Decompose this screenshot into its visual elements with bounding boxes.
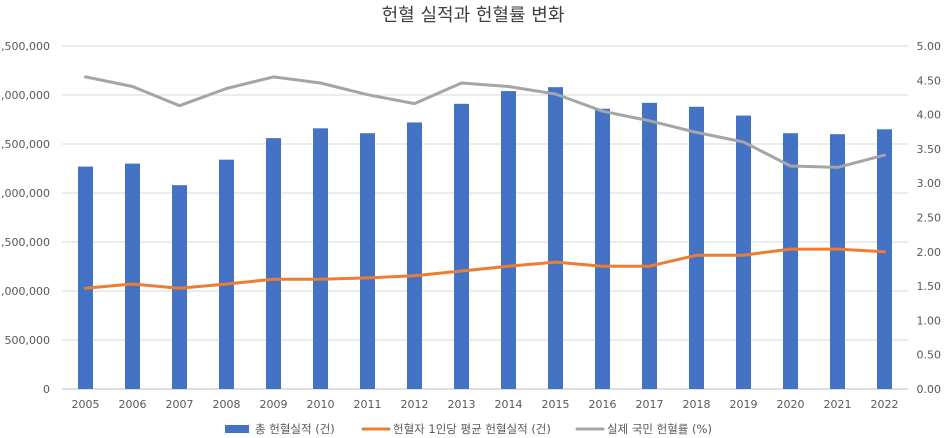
x-tick-label: 2011 — [354, 398, 382, 411]
x-tick-label: 2009 — [260, 398, 288, 411]
x-tick-label: 2013 — [448, 398, 476, 411]
x-tick-label: 2019 — [730, 398, 758, 411]
right-tick-label: 1.50 — [917, 280, 942, 293]
left-tick-label: 2,000,000 — [0, 187, 50, 200]
bar — [360, 133, 375, 389]
bar — [266, 138, 281, 389]
left-tick-label: 500,000 — [5, 334, 51, 347]
bar — [689, 106, 704, 389]
gridlines — [62, 45, 908, 390]
right-axis-ticks: 0.00 0.50 1.00 1.50 2.00 2.50 3.00 3.50 4.00 4.50… — [917, 40, 942, 396]
bar — [830, 134, 845, 389]
x-tick-label: 2014 — [495, 398, 523, 411]
x-tick-label: 2016 — [589, 398, 617, 411]
left-tick-label: 2,500,000 — [0, 138, 50, 151]
x-tick-label: 2017 — [636, 398, 664, 411]
right-tick-label: 4.50 — [917, 74, 942, 87]
right-tick-label: 1.00 — [917, 314, 942, 327]
bar — [595, 108, 610, 389]
line-series — [84, 75, 886, 290]
bar — [548, 87, 563, 389]
x-axis-ticks: 2005 2006 2007 2008 2009 2010 2011 2012 2013 2014… — [72, 398, 899, 411]
legend-label: 총 헌혈실적 (건) — [255, 422, 335, 436]
x-tick-label: 2018 — [683, 398, 711, 411]
series-line — [84, 75, 886, 169]
x-tick-label: 2006 — [119, 398, 147, 411]
legend-label: 헌혈자 1인당 평균 헌혈실적 (건) — [393, 422, 551, 436]
right-tick-label: 3.00 — [917, 177, 942, 190]
bar — [783, 133, 798, 389]
legend-swatch — [225, 425, 249, 433]
bar — [877, 129, 892, 390]
x-tick-label: 2005 — [72, 398, 100, 411]
right-tick-label: 2.00 — [917, 246, 942, 259]
left-axis-ticks: 0 500,000 1,000,000 1,500,000 2,000,000 2,500… — [0, 40, 50, 396]
bar — [736, 115, 751, 389]
bar — [501, 91, 516, 389]
x-tick-label: 2012 — [401, 398, 429, 411]
x-tick-label: 2010 — [307, 398, 335, 411]
left-tick-label: 3,000,000 — [0, 89, 50, 102]
right-tick-label: 4.00 — [917, 109, 942, 122]
right-tick-label: 2.50 — [917, 212, 942, 225]
bar — [454, 103, 469, 389]
legend-label: 실제 국민 헌혈률 (%) — [607, 422, 712, 436]
x-tick-label: 2021 — [824, 398, 852, 411]
left-tick-label: 0 — [43, 383, 50, 396]
left-tick-label: 3,500,000 — [0, 40, 50, 53]
x-tick-label: 2022 — [871, 398, 899, 411]
bar — [642, 102, 657, 389]
right-tick-label: 5.00 — [917, 40, 942, 53]
x-tick-label: 2007 — [166, 398, 194, 411]
bar — [313, 128, 328, 389]
right-tick-label: 0.00 — [917, 383, 942, 396]
series-line — [84, 247, 886, 290]
bar — [78, 166, 93, 389]
bar — [407, 122, 422, 389]
left-tick-label: 1,000,000 — [0, 285, 50, 298]
right-tick-label: 0.50 — [917, 349, 942, 362]
right-tick-label: 3.50 — [917, 143, 942, 156]
x-tick-label: 2015 — [542, 398, 570, 411]
x-tick-label: 2020 — [777, 398, 805, 411]
bar — [125, 163, 140, 389]
left-tick-label: 1,500,000 — [0, 236, 50, 249]
legend: 총 헌혈실적 (건) 헌혈자 1인당 평균 헌혈실적 (건) 실제 국민 헌혈률 (… — [225, 422, 712, 436]
x-tick-label: 2008 — [213, 398, 241, 411]
chart-title: 헌혈 실적과 헌혈률 변화 — [382, 5, 565, 26]
bar — [219, 159, 234, 389]
bar-series — [78, 87, 892, 390]
